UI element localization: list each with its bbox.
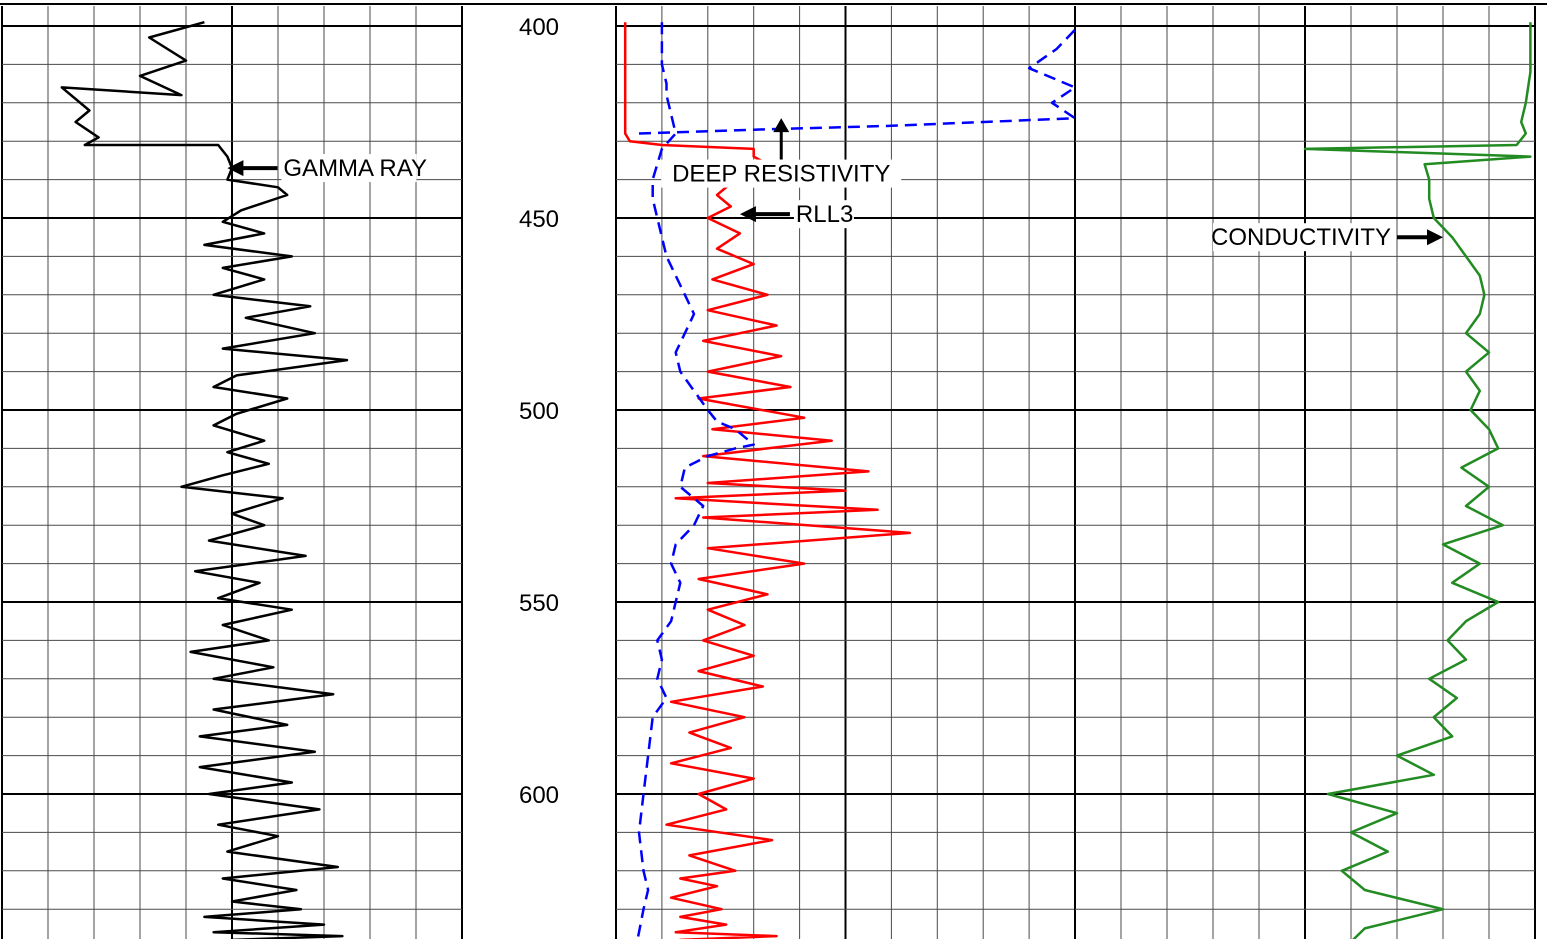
depth-tick-label: 400 [519,14,559,41]
curve-deep-resistivity-wrap [638,28,1077,135]
arrow-head-icon [739,206,756,223]
label-background [661,159,902,188]
depth-tick-label: 550 [519,590,559,617]
label-background [281,154,417,183]
annotation-label: RLL3 [796,201,853,228]
annotation-gamma-ray: GAMMA RAY [227,154,427,183]
curve-gamma-ray [60,20,349,939]
depth-axis-labels: 400 450 500 550 600 [519,14,559,809]
annotations: GAMMA RAY DEEP RESISTIVITY RLL3 CONDUCTIVIT… [227,118,1443,252]
annotation-label: CONDUCTIVITY [1211,224,1391,251]
curve-deep-resistivity [636,22,755,939]
curve-conductivity [1303,22,1532,939]
annotation-label: DEEP RESISTIVITY [672,161,890,188]
arrow-head-icon [773,118,790,133]
curve-rll3 [623,22,912,939]
depth-tick-label: 500 [519,398,559,425]
arrow-head-icon [227,160,244,177]
curves [60,20,1532,939]
annotation-conductivity: CONDUCTIVITY [1211,223,1443,252]
label-background [793,200,854,229]
annotation-label: GAMMA RAY [283,155,427,182]
depth-tick-label: 450 [519,206,559,233]
annotation-deep-resistivity: DEEP RESISTIVITY [661,118,902,188]
depth-tick-label: 600 [519,782,559,809]
label-background [1213,223,1393,252]
arrow-head-icon [1427,229,1443,246]
annotation-rll3: RLL3 [739,200,854,229]
